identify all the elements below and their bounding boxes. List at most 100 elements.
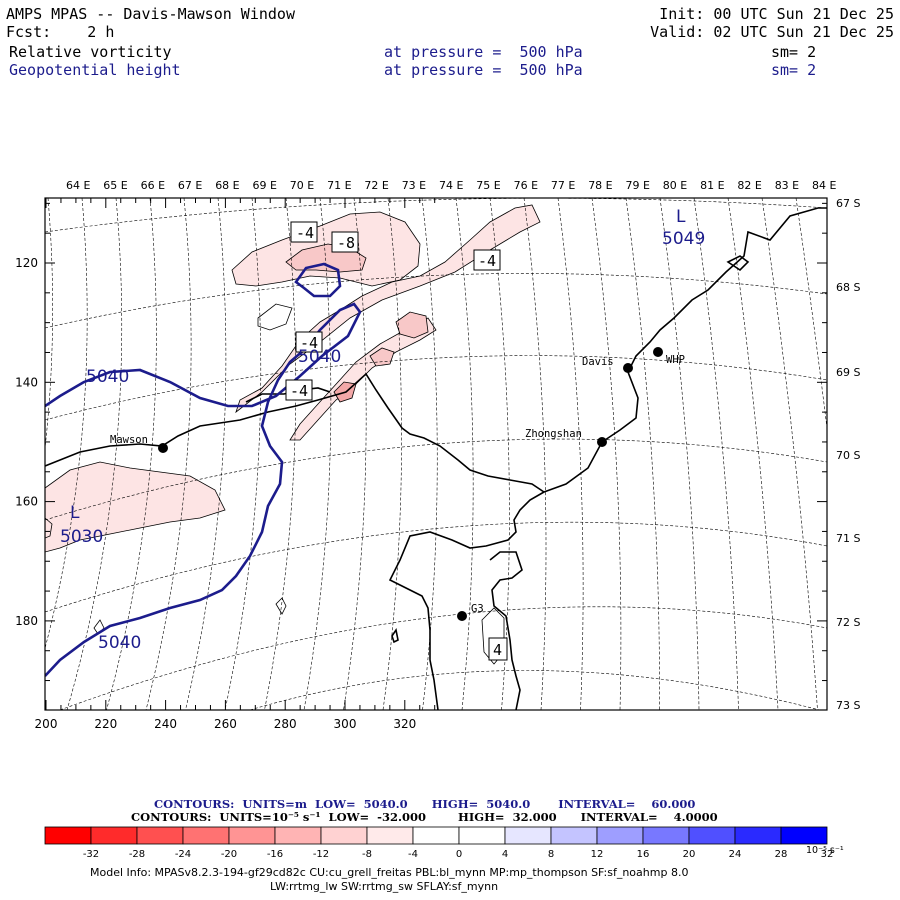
vort-outline-5: [45, 517, 53, 539]
x-tick-label: 220: [94, 717, 117, 731]
longitude-labels: 64 E 65 E 66 E 67 E 68 E 69 E 70 E 71 E 72 E 73 E…: [66, 179, 836, 192]
station-label: Mawson: [110, 434, 148, 446]
colorbar-label: -28: [129, 849, 145, 860]
colorbar-swatch: [734, 826, 782, 845]
longitude-label: 69 E: [253, 179, 277, 192]
colorbar-label: -16: [267, 849, 283, 860]
coastline: [45, 207, 827, 710]
meridian-line: [761, 198, 818, 710]
longitude-label: 65 E: [103, 179, 127, 192]
vort-outline-1: [257, 303, 293, 331]
meridian-line: [264, 198, 297, 710]
colorbar-swatch: [136, 826, 184, 845]
longitude-label: 75 E: [476, 179, 500, 192]
longitude-label: 74 E: [439, 179, 463, 192]
height-labels: 5040 5040 5040 L 5049 L 5030: [60, 207, 705, 653]
meridian-line: [693, 198, 739, 710]
station-marker: [158, 443, 168, 453]
colorbar-swatch: [274, 826, 322, 845]
station-label: G3: [471, 603, 484, 615]
height-contours: [45, 262, 362, 677]
longitude-label: 72 E: [364, 179, 388, 192]
field-2-level: at pressure = 500 hPa: [384, 61, 583, 79]
x-tick-label: 240: [154, 717, 177, 731]
meridian-line: [727, 198, 779, 710]
y-tick-label: 160: [15, 495, 38, 509]
field-1-smooth: sm= 2: [771, 43, 817, 61]
plot-frame: [44, 197, 828, 711]
field-1-level: at pressure = 500 hPa: [384, 43, 583, 61]
station-marker: [653, 347, 663, 357]
vort-label: -4: [478, 252, 496, 270]
latitude-label: 69 S: [836, 366, 860, 379]
field-2-smooth: sm= 2: [771, 61, 817, 79]
colorbar-swatch: [642, 826, 690, 845]
meridian-line: [591, 198, 622, 710]
longitude-label: 70 E: [290, 179, 314, 192]
colorbar-label: -20: [221, 849, 237, 860]
meridian-line: [145, 198, 192, 710]
longitude-label: 81 E: [700, 179, 724, 192]
colorbar-label: -4: [408, 849, 418, 860]
vort-label: -4: [300, 334, 318, 352]
station-marker: [597, 437, 607, 447]
longitude-label: 67 E: [178, 179, 202, 192]
meridian-line: [45, 198, 88, 650]
y-tick-marks: [45, 202, 827, 682]
meridian-line: [45, 198, 53, 451]
meridian-line: [523, 198, 547, 710]
model-info-line-1: Model Info: MPASv8.2.3-194-gf29cd82c CU:…: [90, 866, 689, 879]
meridian-line: [106, 198, 157, 710]
x-tick-label: 200: [35, 717, 58, 731]
stations: Mawson Davis WHP Zhongshan G3: [110, 347, 685, 621]
longitude-label: 76 E: [514, 179, 538, 192]
colorbar-swatch: [504, 826, 552, 845]
vort-label: -4: [290, 382, 308, 400]
height-label: 5040: [298, 347, 341, 367]
colorbar-swatch: [228, 826, 276, 845]
meridian-line: [185, 198, 227, 710]
longitude-label: 80 E: [663, 179, 687, 192]
colorbar-label: 0: [456, 849, 462, 860]
meridian-line: [382, 198, 402, 710]
colorbar-units: 10⁻⁵ s⁻¹: [806, 845, 844, 856]
x-tick-marks: [45, 198, 436, 710]
header-init: Init: 00 UTC Sun 21 Dec 25: [659, 5, 894, 23]
colorbar-swatch: [596, 826, 644, 845]
longitude-label: 82 E: [737, 179, 761, 192]
longitude-label: 71 E: [327, 179, 351, 192]
height-label: 5049: [662, 229, 705, 249]
colorbar-swatch: [550, 826, 598, 845]
station-label: Davis: [582, 356, 614, 368]
x-tick-label: 320: [393, 717, 416, 731]
field-1-name: Relative vorticity: [9, 43, 172, 61]
colorbar-swatch: [90, 826, 138, 845]
x-tick-label: 300: [334, 717, 357, 731]
latitude-label: 73 S: [836, 699, 860, 712]
colorbar-swatch: [412, 826, 460, 845]
vort-label: -8: [337, 234, 355, 252]
colorbar-swatch: [780, 826, 828, 845]
latitude-label: 71 S: [836, 532, 860, 545]
colorbar-label: 20: [683, 849, 696, 860]
colorbar-swatch: [688, 826, 736, 845]
y-tick-label: 180: [15, 614, 38, 628]
station-marker: [457, 611, 467, 621]
latitude-labels: 67 S 68 S 69 S 70 S 71 S 72 S 73 S: [836, 197, 860, 712]
meridian-line: [625, 198, 660, 710]
longitude-label: 66 E: [141, 179, 165, 192]
longitude-label: 78 E: [588, 179, 612, 192]
meridian-line: [795, 198, 827, 431]
colorbar-label: 28: [775, 849, 788, 860]
colorbar-swatch: [44, 826, 92, 845]
longitude-label: 68 E: [215, 179, 239, 192]
y-tick-label: 120: [15, 256, 38, 270]
longitude-label: 77 E: [551, 179, 575, 192]
low-mark: L: [676, 207, 686, 227]
colorbar-swatch: [366, 826, 414, 845]
longitude-label: 79 E: [626, 179, 650, 192]
longitude-label: 64 E: [66, 179, 90, 192]
vort-outline-3: [275, 597, 287, 615]
vort-label: 4: [493, 641, 502, 659]
